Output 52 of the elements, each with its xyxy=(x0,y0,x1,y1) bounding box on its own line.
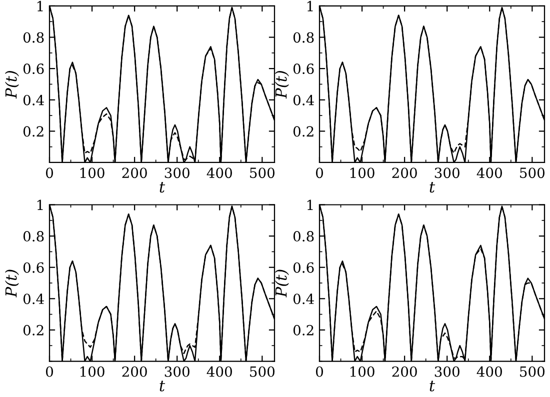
x-tick-label: 100 xyxy=(80,366,104,377)
x-axis-title: t xyxy=(430,380,436,392)
x-tick-label: 400 xyxy=(476,168,502,178)
x-axis-title: t xyxy=(160,380,166,392)
y-tick-label: 0.4 xyxy=(23,94,44,106)
y-tick-label: 0.6 xyxy=(293,64,314,74)
y-tick-label: 0.6 xyxy=(23,262,44,273)
x-tick-label: 400 xyxy=(206,168,232,178)
x-tick-label: 400 xyxy=(206,366,232,377)
x-axis-title: t xyxy=(160,182,166,193)
x-tick-label: 100 xyxy=(350,168,374,178)
y-tick-label: 0.6 xyxy=(293,262,314,273)
y-axis-title: P(t) xyxy=(4,71,19,99)
y-tick-label: 0.8 xyxy=(293,32,314,43)
y-tick-label: 1 xyxy=(307,200,313,210)
y-tick-label: 0.8 xyxy=(23,32,44,43)
x-tick-label: 0 xyxy=(316,168,323,178)
y-tick-label: 0.2 xyxy=(23,324,44,336)
x-tick-label: 200 xyxy=(122,366,147,377)
x-tick-label: 500 xyxy=(520,366,544,377)
x-tick-label: 0 xyxy=(46,366,53,377)
y-tick-label: 0.6 xyxy=(23,64,44,74)
y-tick-label: 0.8 xyxy=(23,231,44,242)
x-tick-label: 0 xyxy=(316,366,323,377)
x-tick-label: 200 xyxy=(392,168,417,178)
x-tick-label: 300 xyxy=(434,168,460,178)
x-tick-label: 100 xyxy=(80,168,104,178)
x-tick-label: 300 xyxy=(434,366,460,377)
y-axis-title: P(t) xyxy=(274,71,289,99)
x-tick-label: 200 xyxy=(122,168,147,178)
y-tick-label: 1 xyxy=(37,200,43,210)
y-tick-label: 1 xyxy=(307,0,313,12)
y-tick-label: 0.4 xyxy=(293,94,314,106)
y-axis-title: P(t) xyxy=(4,270,19,298)
x-tick-label: 0 xyxy=(46,168,53,178)
x-tick-label: 300 xyxy=(164,168,190,178)
y-tick-label: 0.8 xyxy=(293,231,314,242)
y-tick-label: 1 xyxy=(37,0,43,12)
x-tick-label: 300 xyxy=(164,366,190,377)
x-tick-label: 500 xyxy=(250,168,274,178)
y-tick-label: 0.4 xyxy=(293,294,314,304)
y-tick-label: 0.2 xyxy=(23,126,44,137)
x-tick-label: 500 xyxy=(520,168,544,178)
y-tick-label: 0.2 xyxy=(293,126,314,137)
x-tick-label: 400 xyxy=(476,366,502,377)
x-tick-label: 200 xyxy=(392,366,417,377)
x-axis-title: t xyxy=(430,182,436,193)
y-tick-label: 0.4 xyxy=(23,294,44,304)
x-tick-label: 500 xyxy=(250,366,274,377)
y-tick-label: 0.2 xyxy=(293,324,314,336)
y-axis-title: P(t) xyxy=(274,270,289,298)
x-tick-label: 100 xyxy=(350,366,374,377)
